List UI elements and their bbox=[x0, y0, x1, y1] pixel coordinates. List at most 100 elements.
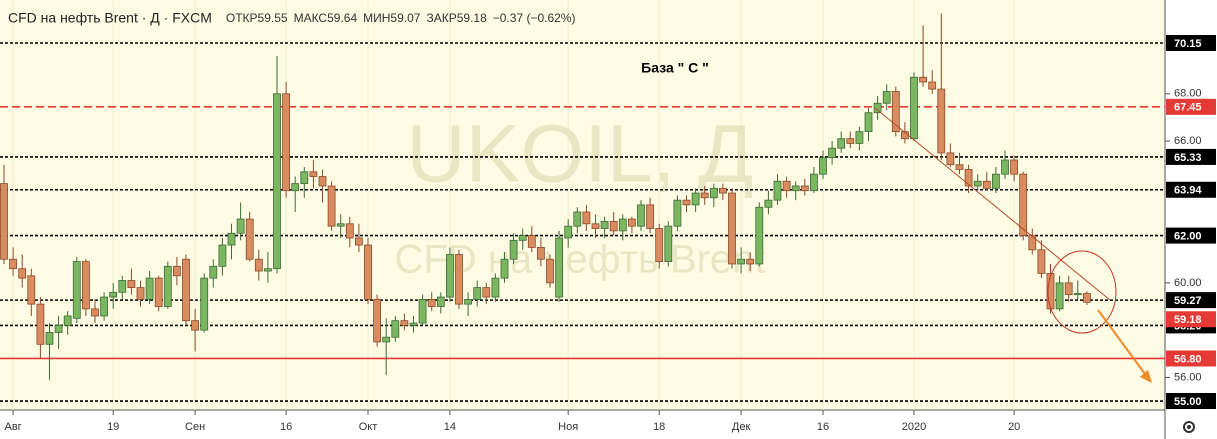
x-tick-label: 14 bbox=[444, 421, 456, 433]
candle-body bbox=[709, 187, 718, 199]
candle-body bbox=[846, 138, 855, 144]
candle-body bbox=[546, 258, 554, 284]
candle-body bbox=[682, 199, 691, 206]
level-badge bbox=[1166, 148, 1216, 165]
candle-body bbox=[464, 299, 473, 305]
legend-value: МИН59.07 bbox=[363, 11, 421, 25]
candle-body bbox=[618, 218, 627, 232]
x-tick-label: 16 bbox=[817, 421, 829, 433]
candle-body bbox=[573, 211, 582, 227]
candle-body bbox=[910, 76, 918, 140]
candle-body bbox=[973, 180, 982, 187]
level-label: 55.00 bbox=[1174, 396, 1202, 408]
annotation: База " С " bbox=[641, 60, 709, 76]
level-label: 59.27 bbox=[1174, 295, 1202, 307]
candle-body bbox=[191, 320, 200, 331]
level-label: 62.00 bbox=[1174, 231, 1202, 243]
candle-body bbox=[946, 152, 955, 166]
x-tick-label: 19 bbox=[107, 421, 119, 433]
level-badge bbox=[1166, 292, 1216, 309]
level-label: 65.33 bbox=[1174, 152, 1202, 164]
candle-body bbox=[72, 261, 81, 319]
candle-body bbox=[400, 320, 409, 326]
legend-value: −0.37 (−0.62%) bbox=[493, 11, 576, 25]
candle-body bbox=[773, 180, 782, 201]
candle-body bbox=[109, 291, 118, 298]
candle-body bbox=[555, 237, 563, 298]
candle-body bbox=[527, 235, 536, 248]
candle-body bbox=[664, 225, 673, 262]
candle-body bbox=[127, 280, 136, 288]
candle-body bbox=[691, 192, 700, 206]
candle-body bbox=[336, 223, 345, 227]
level-badge bbox=[1166, 393, 1216, 410]
candle-body bbox=[800, 185, 809, 192]
candle-body bbox=[700, 192, 709, 199]
candle-body bbox=[309, 171, 318, 177]
candle-body bbox=[600, 221, 609, 229]
candle-body bbox=[992, 173, 1000, 189]
candle-body bbox=[791, 185, 800, 192]
candle-body bbox=[491, 277, 500, 298]
legend-value: МАКС59.64 bbox=[294, 11, 358, 25]
candle-body bbox=[218, 244, 227, 267]
settings-ring[interactable] bbox=[1183, 421, 1195, 433]
candle-body bbox=[263, 268, 272, 272]
settings-core[interactable] bbox=[1187, 425, 1191, 429]
candle-body bbox=[455, 254, 463, 305]
trend-line bbox=[874, 107, 1111, 301]
x-tick-label: Авг bbox=[4, 421, 21, 433]
candle-body bbox=[282, 93, 291, 192]
watermark-symbol: UKOIL, Д bbox=[406, 109, 753, 200]
arrow-head bbox=[1140, 370, 1152, 383]
candle-body bbox=[1055, 282, 1064, 310]
candle-body bbox=[746, 258, 755, 265]
candle-body bbox=[855, 131, 864, 144]
candle-body bbox=[737, 258, 745, 265]
candle-body bbox=[54, 325, 63, 333]
candle-body bbox=[810, 173, 818, 192]
level-badge bbox=[1166, 181, 1216, 198]
candle-body bbox=[819, 157, 827, 175]
y-tick-label: 66.00 bbox=[1174, 135, 1202, 147]
candle-body bbox=[27, 275, 36, 305]
x-tick-label: Сен bbox=[185, 421, 205, 433]
candle-body bbox=[982, 180, 991, 189]
candle-body bbox=[609, 221, 618, 232]
candle-body bbox=[445, 254, 454, 298]
settings-icon[interactable] bbox=[1183, 421, 1195, 433]
candle-body bbox=[728, 192, 736, 265]
candle-body bbox=[409, 322, 418, 326]
candle-body bbox=[591, 223, 600, 229]
candle-body bbox=[154, 277, 163, 307]
candle-body bbox=[837, 138, 846, 149]
candle-body bbox=[755, 206, 764, 265]
candle-body bbox=[291, 183, 300, 192]
candle-body bbox=[82, 261, 90, 310]
y-tick-label: 56.00 bbox=[1174, 371, 1202, 383]
candle-body bbox=[1064, 282, 1073, 296]
last-price-label: 59.18 bbox=[1174, 314, 1202, 326]
candle-body bbox=[118, 280, 127, 293]
candle-body bbox=[418, 299, 427, 324]
level-badge bbox=[1166, 350, 1216, 367]
candle-body bbox=[955, 164, 964, 170]
candle-body bbox=[882, 91, 891, 104]
candle-body bbox=[300, 171, 309, 185]
legend-value: ЗАКР59.18 bbox=[426, 11, 487, 25]
candle-body bbox=[764, 199, 773, 208]
candle-body bbox=[100, 296, 108, 317]
candle-body bbox=[1019, 173, 1028, 237]
candle-body bbox=[373, 299, 382, 343]
candle-body bbox=[919, 76, 927, 83]
candle-body bbox=[345, 223, 354, 239]
candle-body bbox=[518, 235, 527, 241]
candle-body bbox=[436, 296, 445, 307]
x-tick-label: Дек bbox=[732, 421, 751, 433]
candle-body bbox=[245, 218, 254, 260]
candle-body bbox=[928, 81, 937, 90]
projection-arrow bbox=[1097, 309, 1149, 379]
y-tick-label: 68.00 bbox=[1174, 88, 1202, 100]
candle-body bbox=[1001, 159, 1009, 175]
